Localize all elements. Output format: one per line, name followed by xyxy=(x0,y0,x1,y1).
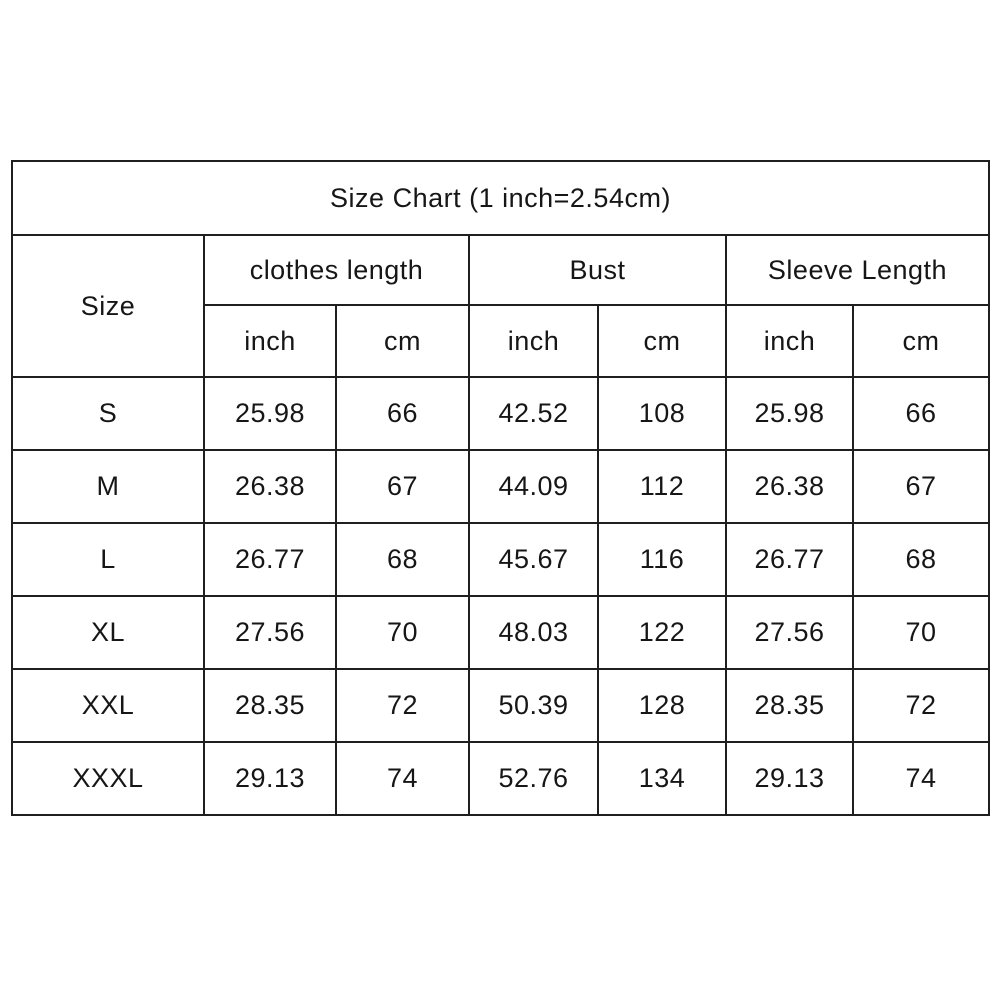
value-cell: 116 xyxy=(597,522,727,597)
unit-header-bust-cm: cm xyxy=(597,304,727,378)
unit-header-sleeve-cm: cm xyxy=(852,304,990,378)
value-cell: 67 xyxy=(335,449,470,524)
value-cell: 66 xyxy=(335,376,470,451)
value-cell: 112 xyxy=(597,449,727,524)
value-cell: 68 xyxy=(335,522,470,597)
value-cell: 26.38 xyxy=(203,449,337,524)
value-cell: 25.98 xyxy=(725,376,854,451)
group-header-row: Size clothes length Bust Sleeve Length xyxy=(11,234,990,378)
value-cell: 108 xyxy=(597,376,727,451)
value-cell: 26.77 xyxy=(203,522,337,597)
value-cell: 27.56 xyxy=(725,595,854,670)
size-cell: XL xyxy=(11,595,205,670)
size-cell: M xyxy=(11,449,205,524)
unit-header-clothes-cm: cm xyxy=(335,304,470,378)
size-chart-region: Size Chart (1 inch=2.54cm) Size clothes … xyxy=(11,160,990,816)
value-cell: 70 xyxy=(335,595,470,670)
table-row-l: L 26.77 68 45.67 116 26.77 68 xyxy=(11,522,990,597)
unit-header-sleeve-inch: inch xyxy=(725,304,854,378)
value-cell: 26.38 xyxy=(725,449,854,524)
table-row-xxl: XXL 28.35 72 50.39 128 28.35 72 xyxy=(11,668,990,743)
value-cell: 29.13 xyxy=(203,741,337,816)
table-title: Size Chart (1 inch=2.54cm) xyxy=(11,160,990,236)
value-cell: 52.76 xyxy=(468,741,599,816)
unit-header-bust-inch: inch xyxy=(468,304,599,378)
unit-header-row: inch cm inch cm inch cm xyxy=(12,304,990,378)
title-row: Size Chart (1 inch=2.54cm) xyxy=(11,160,990,236)
value-cell: 28.35 xyxy=(725,668,854,743)
value-cell: 128 xyxy=(597,668,727,743)
value-cell: 70 xyxy=(852,595,990,670)
value-cell: 42.52 xyxy=(468,376,599,451)
value-cell: 72 xyxy=(852,668,990,743)
table-row-s: S 25.98 66 42.52 108 25.98 66 xyxy=(11,376,990,451)
unit-header-clothes-inch: inch xyxy=(203,304,337,378)
value-cell: 68 xyxy=(852,522,990,597)
value-cell: 134 xyxy=(597,741,727,816)
value-cell: 67 xyxy=(852,449,990,524)
value-cell: 72 xyxy=(335,668,470,743)
value-cell: 44.09 xyxy=(468,449,599,524)
value-cell: 27.56 xyxy=(203,595,337,670)
size-cell: XXXL xyxy=(11,741,205,816)
size-cell: XXL xyxy=(11,668,205,743)
table-row-m: M 26.38 67 44.09 112 26.38 67 xyxy=(11,449,990,524)
table-row-xxxl: XXXL 29.13 74 52.76 134 29.13 74 xyxy=(11,741,990,816)
value-cell: 29.13 xyxy=(725,741,854,816)
table-row-xl: XL 27.56 70 48.03 122 27.56 70 xyxy=(11,595,990,670)
header-size: Size xyxy=(11,234,205,378)
value-cell: 122 xyxy=(597,595,727,670)
value-cell: 25.98 xyxy=(203,376,337,451)
size-cell: L xyxy=(11,522,205,597)
size-chart-table: Size Chart (1 inch=2.54cm) Size clothes … xyxy=(11,160,990,816)
header-clothes-length: clothes length xyxy=(203,234,470,306)
value-cell: 45.67 xyxy=(468,522,599,597)
value-cell: 74 xyxy=(852,741,990,816)
value-cell: 66 xyxy=(852,376,990,451)
value-cell: 50.39 xyxy=(468,668,599,743)
value-cell: 48.03 xyxy=(468,595,599,670)
value-cell: 26.77 xyxy=(725,522,854,597)
size-cell: S xyxy=(11,376,205,451)
value-cell: 28.35 xyxy=(203,668,337,743)
value-cell: 74 xyxy=(335,741,470,816)
header-bust: Bust xyxy=(468,234,727,306)
header-sleeve-length: Sleeve Length xyxy=(725,234,990,306)
